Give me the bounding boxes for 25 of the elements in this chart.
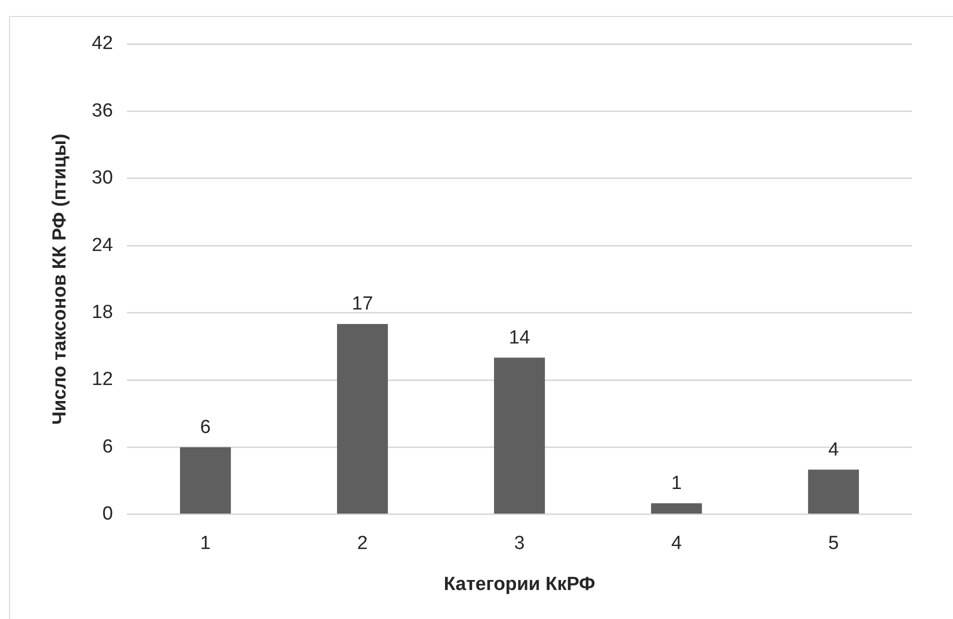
data-label: 17 xyxy=(352,294,374,315)
data-label: 4 xyxy=(828,439,840,460)
bar xyxy=(180,447,231,514)
data-label: 1 xyxy=(671,472,682,494)
x-tick-label: 4 xyxy=(671,533,682,554)
x-tick-label: 1 xyxy=(200,533,211,554)
bar xyxy=(337,324,388,514)
bar xyxy=(651,503,702,514)
bar xyxy=(808,470,859,514)
y-tick-label: 12 xyxy=(92,369,113,390)
data-label: 6 xyxy=(200,416,211,438)
x-tick-label: 5 xyxy=(828,533,839,554)
x-axis-title: Категории КкРФ xyxy=(444,574,596,595)
y-tick-label: 30 xyxy=(92,168,113,189)
y-tick-label: 24 xyxy=(92,234,114,256)
y-tick-label: 6 xyxy=(102,436,113,458)
y-tick-label: 42 xyxy=(92,33,113,54)
data-label: 14 xyxy=(508,327,530,348)
x-tick-label: 3 xyxy=(514,533,525,554)
y-axis-title: Число таксонов КК РФ (птицы) xyxy=(50,134,71,425)
y-tick-label: 0 xyxy=(102,504,113,525)
y-tick-label: 18 xyxy=(92,302,113,324)
x-tick-label: 2 xyxy=(357,533,368,554)
y-tick-label: 36 xyxy=(92,100,113,122)
bar xyxy=(494,358,545,514)
